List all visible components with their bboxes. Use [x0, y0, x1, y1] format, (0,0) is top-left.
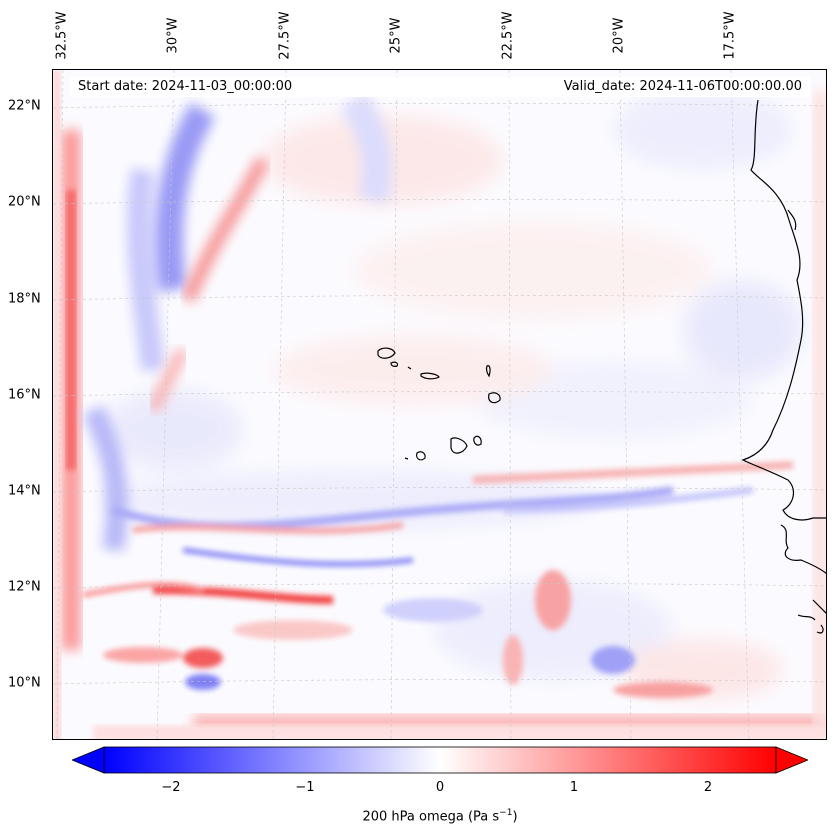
date-header: Start date: 2024-11-03_00:00:00 Valid_da… [70, 77, 810, 97]
colorbar [72, 746, 808, 774]
lat-label-18N: 18°N [8, 291, 41, 307]
lat-label-14N: 14°N [8, 483, 41, 499]
lat-label-10N: 10°N [8, 675, 41, 691]
lon-label-30W: 30°W [165, 17, 181, 54]
colorbar-tick-1: 1 [569, 780, 579, 795]
colorbar-tick-0: 0 [435, 780, 445, 795]
colorbar-tick-2: 2 [703, 780, 713, 795]
lon-label-27.5W: 27.5°W [277, 11, 293, 60]
colorbar-gradient [103, 746, 777, 774]
lon-label-20W: 20°W [611, 17, 627, 54]
colorbar-max-arrow [775, 746, 808, 774]
lon-label-25W: 25°W [388, 17, 404, 54]
coastline [377, 99, 826, 634]
colorbar-label: 200 hPa omega (Pa s−1) [362, 808, 518, 825]
start-date: Start date: 2024-11-03_00:00:00 [78, 79, 293, 94]
colorbar-tick-neg2: −2 [161, 780, 181, 795]
colorbar-min-arrow [72, 746, 105, 774]
lon-label-22.5W: 22.5°W [500, 11, 516, 60]
valid-date: Valid_date: 2024-11-06T00:00:00.00 [563, 79, 802, 94]
lat-label-16N: 16°N [8, 387, 41, 403]
lon-label-32.5W: 32.5°W [54, 11, 70, 60]
lat-label-22N: 22°N [8, 98, 41, 114]
map-panel [52, 69, 827, 740]
lat-label-20N: 20°N [8, 194, 41, 210]
lat-label-12N: 12°N [8, 579, 41, 595]
omega-field [53, 70, 826, 739]
lon-label-17.5W: 17.5°W [722, 11, 738, 60]
colorbar-tick-neg1: −1 [295, 780, 315, 795]
gridlines [53, 70, 826, 739]
